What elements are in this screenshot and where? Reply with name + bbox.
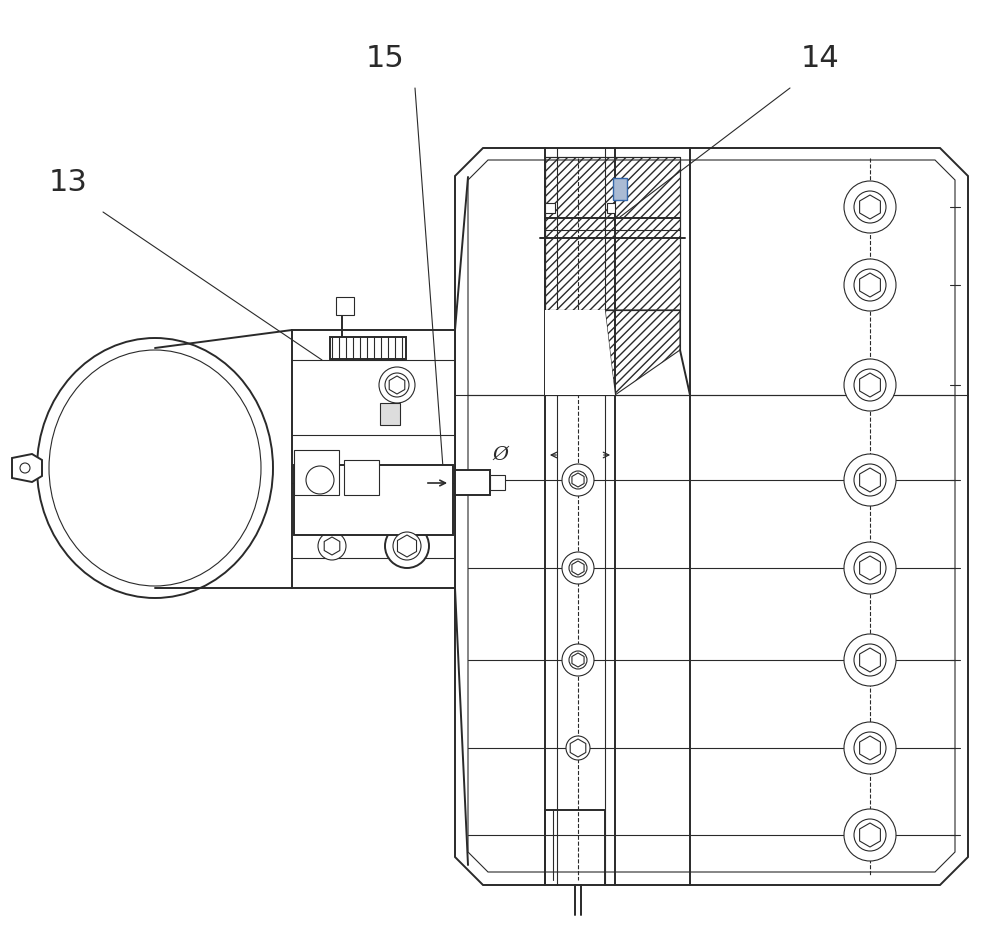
Circle shape — [566, 736, 590, 760]
Bar — [292, 330, 455, 588]
Circle shape — [844, 359, 896, 411]
Circle shape — [854, 191, 886, 223]
Circle shape — [562, 464, 594, 496]
Bar — [380, 403, 400, 425]
Circle shape — [854, 269, 886, 301]
Text: 13: 13 — [49, 167, 87, 197]
Circle shape — [844, 634, 896, 686]
Circle shape — [385, 373, 409, 397]
Polygon shape — [860, 648, 880, 672]
Circle shape — [20, 463, 30, 473]
Ellipse shape — [37, 338, 273, 598]
Polygon shape — [545, 310, 615, 395]
Polygon shape — [324, 537, 340, 555]
Circle shape — [854, 552, 886, 584]
Bar — [545, 203, 555, 213]
Polygon shape — [455, 148, 968, 885]
Circle shape — [844, 542, 896, 594]
Polygon shape — [860, 468, 880, 492]
Bar — [294, 450, 339, 495]
Bar — [330, 337, 406, 359]
Bar — [336, 297, 354, 315]
Text: 15: 15 — [366, 43, 404, 72]
Circle shape — [569, 559, 587, 577]
Circle shape — [562, 552, 594, 584]
Circle shape — [393, 532, 421, 560]
Bar — [613, 178, 627, 200]
Circle shape — [854, 464, 886, 496]
Circle shape — [379, 367, 415, 403]
Polygon shape — [397, 535, 417, 557]
Circle shape — [854, 732, 886, 764]
Circle shape — [844, 722, 896, 774]
Circle shape — [854, 369, 886, 401]
Circle shape — [569, 651, 587, 669]
Polygon shape — [12, 454, 42, 482]
Polygon shape — [860, 556, 880, 580]
Circle shape — [844, 181, 896, 233]
Circle shape — [854, 644, 886, 676]
Bar — [607, 203, 615, 213]
Circle shape — [385, 524, 429, 568]
Polygon shape — [860, 373, 880, 397]
Circle shape — [844, 259, 896, 311]
Bar — [490, 475, 505, 490]
Polygon shape — [572, 653, 584, 667]
Polygon shape — [572, 561, 584, 575]
Circle shape — [844, 454, 896, 506]
Circle shape — [854, 819, 886, 851]
Polygon shape — [860, 195, 880, 219]
Bar — [344, 460, 379, 495]
Bar — [294, 465, 453, 535]
Polygon shape — [389, 376, 405, 394]
Circle shape — [844, 809, 896, 861]
Bar — [545, 157, 680, 310]
Polygon shape — [572, 473, 584, 487]
Circle shape — [318, 532, 346, 560]
Circle shape — [569, 471, 587, 489]
Polygon shape — [570, 739, 586, 757]
Circle shape — [562, 644, 594, 676]
Polygon shape — [860, 273, 880, 297]
Polygon shape — [860, 823, 880, 847]
Text: Ø: Ø — [492, 446, 508, 464]
Bar — [455, 470, 490, 495]
Text: 14: 14 — [801, 43, 839, 72]
Circle shape — [306, 466, 334, 494]
Polygon shape — [860, 736, 880, 760]
